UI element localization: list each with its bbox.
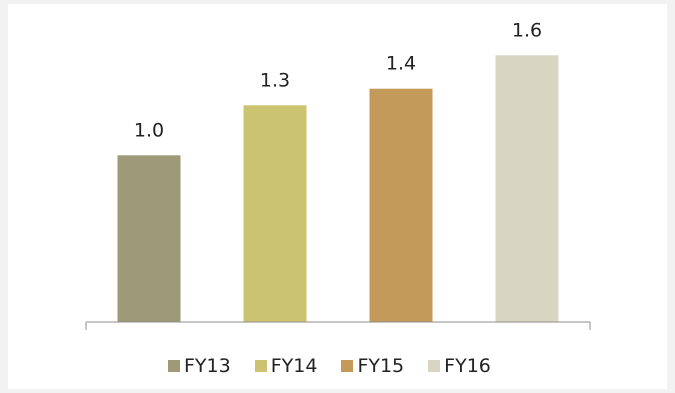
- bar-fy13: [117, 155, 181, 322]
- bar-fy15: [369, 88, 433, 322]
- legend-items: FY13 FY14 FY15 FY16: [168, 352, 515, 380]
- legend-swatch-fy13: [168, 360, 180, 372]
- data-label-fy15: 1.4: [386, 53, 416, 75]
- legend-item-fy16: FY16: [428, 355, 491, 377]
- legend-swatch-fy16: [428, 360, 441, 372]
- bar-fy16: [495, 55, 559, 323]
- data-label-fy14: 1.3: [260, 69, 290, 91]
- legend-item-fy13: FY13: [168, 355, 231, 377]
- data-label-fy16: 1.6: [512, 19, 542, 41]
- legend-label-fy16: FY16: [444, 355, 491, 377]
- legend-label-fy14: FY14: [270, 355, 318, 377]
- legend: FY13 FY14 FY15 FY16: [0, 352, 675, 380]
- legend-swatch-fy14: [254, 360, 267, 372]
- legend-item-fy14: FY14: [254, 355, 318, 377]
- legend-label-fy15: FY15: [357, 355, 405, 377]
- legend-label-fy13: FY13: [184, 355, 231, 377]
- bar-fy14: [243, 105, 307, 322]
- data-label-fy13: 1.0: [134, 119, 164, 141]
- legend-item-fy15: FY15: [341, 355, 404, 377]
- legend-swatch-fy15: [341, 360, 354, 372]
